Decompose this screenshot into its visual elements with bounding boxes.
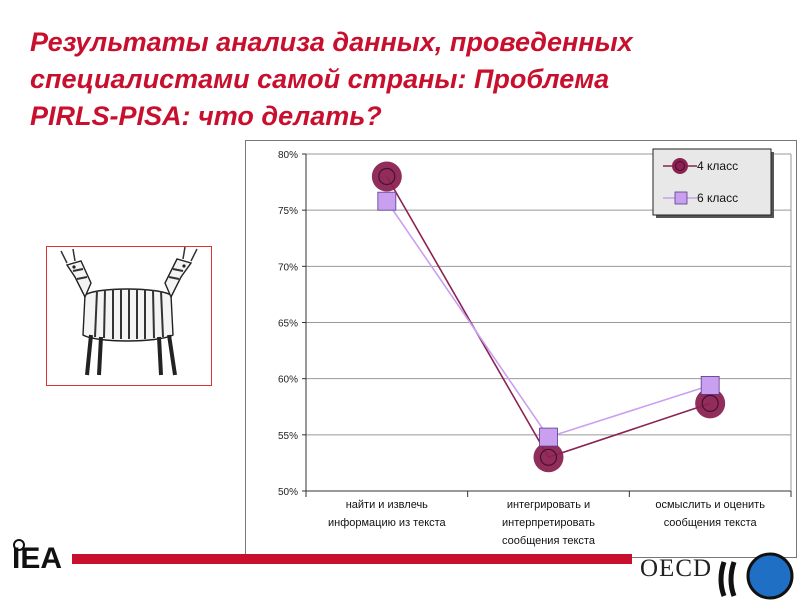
legend-label: 4 класс (697, 159, 738, 173)
iea-logo-text: IEA (12, 542, 62, 574)
x-tick-label-line: интегрировать и (507, 499, 590, 511)
x-tick-label-line: сообщения текста (664, 517, 758, 529)
legend-marker (674, 191, 688, 205)
y-tick-label: 60% (278, 375, 298, 386)
x-tick-label: интегрировать и интерпретировать сообщения… (502, 499, 596, 547)
footer-red-bar (72, 554, 632, 564)
x-tick-label-line: интерпретировать (502, 517, 595, 529)
line-chart: 50% 55% 60% 65% 70% 75% 80% найти и извлечь инфо… (278, 148, 792, 547)
title-line-1: Результаты анализа данных, проведенных (30, 27, 633, 57)
axis-layer: 50% 55% 60% 65% 70% 75% 80% найти и извлечь инфо… (278, 150, 792, 547)
two-headed-zebra-illustration (46, 246, 212, 386)
zebra-drawing (60, 246, 198, 376)
data-point-outer (371, 161, 402, 192)
legend-marker (672, 158, 688, 174)
x-tick-label: осмыслить и оценить сообщения текста (655, 499, 765, 529)
series-line (386, 200, 711, 439)
x-tick-label-line: информацию из текста (328, 517, 447, 529)
data-point (701, 394, 719, 412)
oecd-logo-text: OECD (640, 555, 713, 582)
data-point (378, 167, 396, 186)
x-tick-label-line: найти и извлечь (346, 499, 428, 511)
chart-frame: 50% 55% 60% 65% 70% 75% 80% найти и извлечь инфо… (245, 140, 797, 558)
title-line-3: PIRLS-PISA: что делать? (30, 101, 382, 131)
series-line (386, 176, 711, 459)
y-tick-label: 75% (278, 206, 298, 217)
x-tick-label-line: сообщения текста (502, 535, 596, 547)
series-layer (371, 161, 726, 473)
oecd-globe-icon (718, 552, 794, 600)
legend-box (652, 148, 772, 216)
legend-label: 6 класс (697, 191, 738, 205)
y-tick-label: 50% (278, 487, 298, 498)
title-line-2: специалистами самой страны: Проблема (30, 64, 610, 94)
y-tick-label: 65% (278, 319, 298, 330)
y-tick-label: 70% (278, 262, 298, 273)
y-tick-label: 55% (278, 431, 298, 442)
data-point (700, 376, 720, 395)
legend-marker-inner (675, 161, 685, 171)
x-tick-label-line: осмыслить и оценить (655, 499, 765, 511)
chart-legend: 4 класс 6 класс (652, 148, 774, 218)
data-point (377, 191, 397, 211)
slide-title: Результаты анализа данных, проведенных с… (30, 24, 800, 135)
data-point-outer (695, 388, 726, 419)
y-tick-label: 80% (278, 150, 298, 161)
iea-logo: IEA (12, 539, 62, 574)
data-point-outer (533, 442, 564, 473)
x-tick-label: найти и извлечь информацию из текста (328, 499, 447, 529)
data-point (539, 427, 558, 447)
data-point (539, 448, 558, 466)
